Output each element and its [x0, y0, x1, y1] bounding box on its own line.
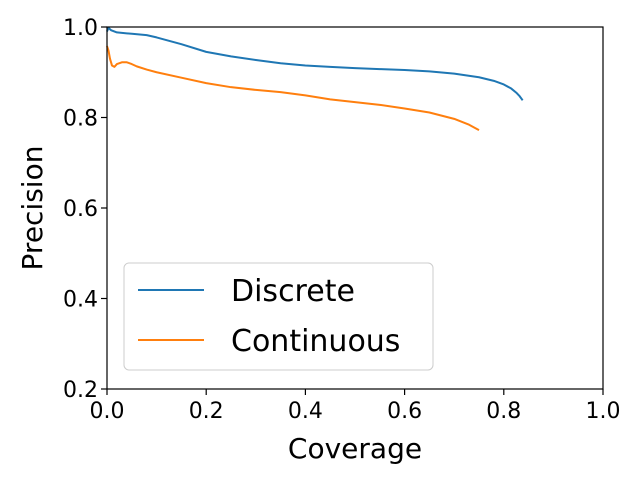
x-tick-label: 1.0	[586, 399, 621, 424]
y-tick-label: 0.2	[63, 378, 98, 403]
x-tick-label: 0.2	[189, 399, 224, 424]
x-tick-label: 0.6	[387, 399, 422, 424]
legend: Discrete Continuous	[123, 262, 434, 371]
x-axis-label: Coverage	[288, 432, 422, 465]
plot-area	[106, 26, 524, 132]
x-tick-label: 0.8	[486, 399, 521, 424]
y-tick-label: 0.4	[63, 288, 98, 313]
axes: 0.0 0.2 0.4 0.6 0.8 1.00.20.40.60.81.0Coverag…	[16, 16, 621, 465]
y-axis-label: Precision	[16, 146, 49, 271]
legend-label-continuous: Continuous	[231, 324, 400, 359]
x-tick-label: 0.4	[288, 399, 323, 424]
y-tick-label: 1.0	[63, 16, 98, 41]
x-tick-label: 0.0	[90, 399, 125, 424]
legend-label-discrete: Discrete	[231, 274, 355, 309]
series-line-continuous	[106, 45, 480, 132]
series-line-discrete	[106, 26, 524, 101]
y-tick-label: 0.6	[63, 197, 98, 222]
y-tick-label: 0.8	[63, 107, 98, 132]
